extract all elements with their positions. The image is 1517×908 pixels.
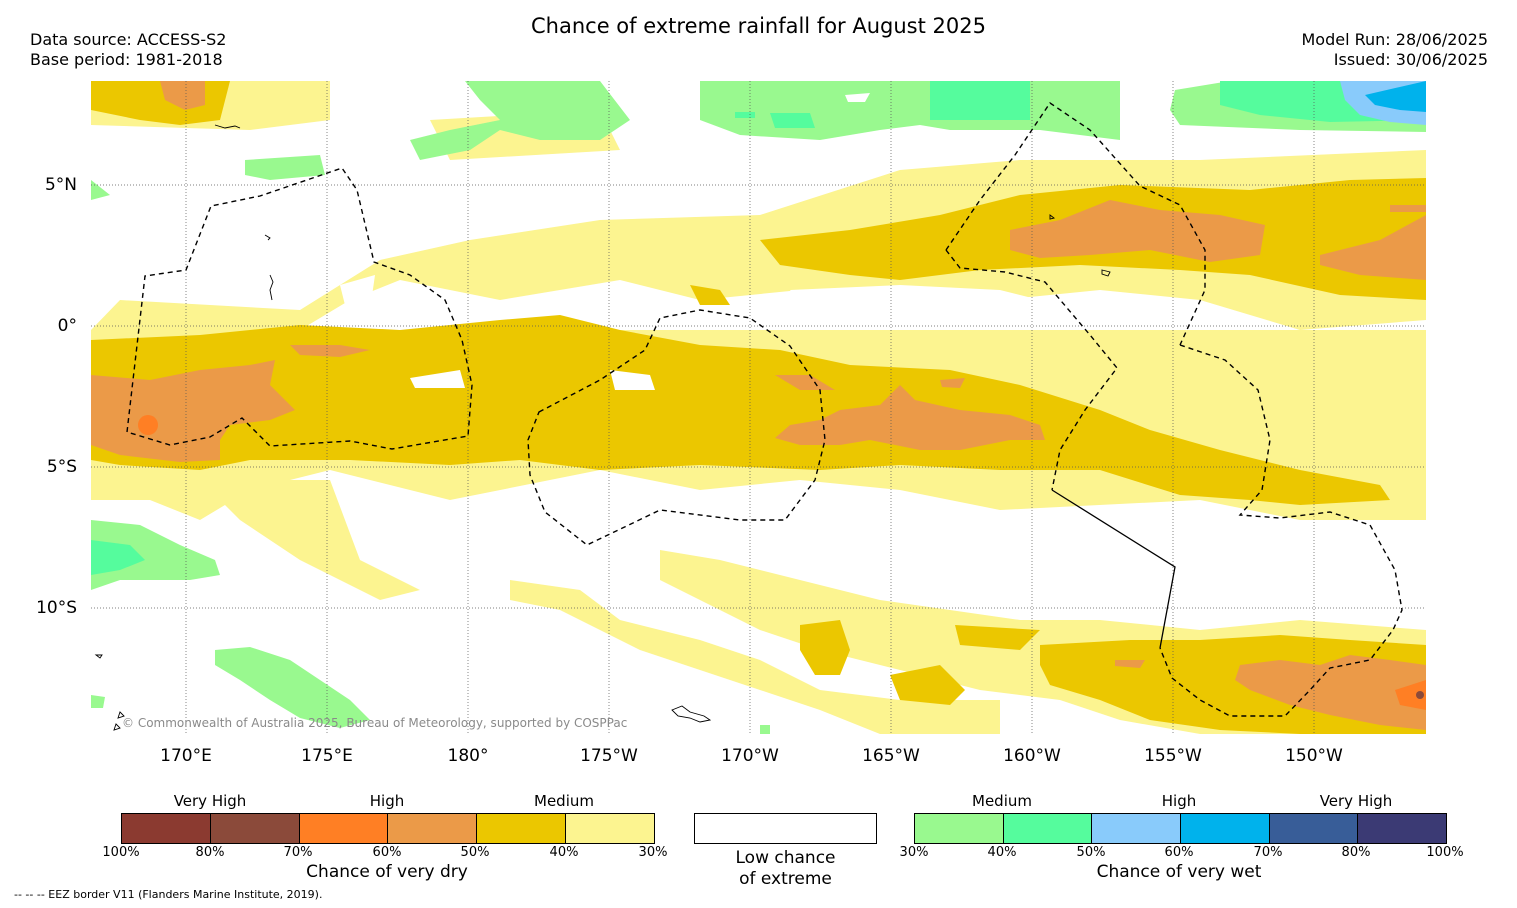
dry-swatch-very-high-2	[210, 814, 300, 843]
wet-swatch-very-high-1	[1269, 814, 1359, 843]
dry-swatch-high-2	[388, 814, 478, 843]
lat-label-5n: 5°N	[44, 175, 77, 195]
wet-legend-title: Chance of very wet	[1096, 862, 1262, 882]
dry-swatch-medium-2	[566, 814, 654, 843]
dry-tick: 100%	[102, 845, 140, 860]
dry-group-medium: Medium	[534, 792, 594, 810]
rainfall-field	[91, 81, 1426, 734]
issued-date: Issued: 30/06/2025	[1333, 50, 1488, 69]
lon-label-150w: 150°W	[1285, 746, 1343, 766]
dry-swatch-very-high-1	[122, 814, 211, 843]
lat-label-0: 0°	[57, 316, 77, 336]
model-run: Model Run: 28/06/2025	[1301, 30, 1489, 49]
lon-label-170w: 170°W	[721, 746, 779, 766]
low-chance-swatch	[694, 813, 877, 844]
low-chance-line1: Low chance	[735, 848, 836, 868]
dry-group-very-high: Very High	[173, 792, 247, 810]
wet-swatch-high-2	[1181, 814, 1270, 843]
wet-tick: 50%	[1076, 845, 1106, 860]
wet-tick: 40%	[987, 845, 1017, 860]
lon-label-165w: 165°W	[862, 746, 920, 766]
dry-swatch-high-1	[299, 814, 389, 843]
dry-tick: 70%	[283, 845, 313, 860]
lat-label-5s: 5°S	[46, 457, 77, 477]
dry-tick: 30%	[638, 845, 668, 860]
dry-group-high: High	[369, 792, 405, 810]
wet-group-medium: Medium	[972, 792, 1032, 810]
dry-swatch-medium-1	[477, 814, 567, 843]
wet-group-very-high: Very High	[1319, 792, 1393, 810]
wet-swatch-medium-2	[1003, 814, 1093, 843]
run-info: Model Run: 28/06/2025 Issued: 30/06/2025	[1302, 30, 1489, 70]
wet-group-high: High	[1161, 792, 1197, 810]
base-period: Base period: 1981-2018	[30, 50, 223, 69]
dry-colorbar	[121, 813, 655, 844]
dry-tick: 50%	[460, 845, 490, 860]
eez-borders	[126, 102, 1403, 717]
dry-tick: 40%	[549, 845, 579, 860]
wet-colorbar	[914, 813, 1447, 844]
island-outlines	[94, 124, 1111, 731]
wet-swatch-high-1	[1092, 814, 1182, 843]
copyright-notice: © Commonwealth of Australia 2025, Bureau…	[122, 716, 628, 730]
lon-label-160w: 160°W	[1003, 746, 1061, 766]
lon-label-155w: 155°W	[1144, 746, 1202, 766]
wet-tick: 60%	[1164, 845, 1194, 860]
data-source: Data source: ACCESS-S2	[30, 30, 227, 49]
dry-tick: 60%	[372, 845, 402, 860]
map-title: Chance of extreme rainfall for August 20…	[531, 14, 986, 38]
solid-boundary	[1051, 489, 1176, 649]
low-chance-label: Low chance of extreme	[694, 848, 877, 890]
wet-tick: 70%	[1253, 845, 1283, 860]
wet-swatch-very-high-2	[1358, 814, 1447, 843]
wet-tick: 100%	[1426, 845, 1464, 860]
lon-label-180: 180°	[447, 746, 489, 766]
eez-note: -- -- -- EEZ border V11 (Flanders Marine…	[14, 888, 323, 901]
data-info: Data source: ACCESS-S2 Base period: 1981…	[30, 30, 226, 70]
lon-label-170e: 170°E	[160, 746, 212, 766]
lon-label-175e: 175°E	[301, 746, 353, 766]
wet-tick: 30%	[899, 845, 929, 860]
wet-tick: 80%	[1341, 845, 1371, 860]
lon-label-175w: 175°W	[580, 746, 638, 766]
wet-swatch-medium-1	[915, 814, 1004, 843]
graticule	[91, 81, 1426, 734]
dry-legend-title: Chance of very dry	[306, 862, 468, 882]
dry-tick: 80%	[195, 845, 225, 860]
low-chance-line2: of extreme	[739, 869, 832, 889]
lat-label-10s: 10°S	[36, 598, 77, 618]
